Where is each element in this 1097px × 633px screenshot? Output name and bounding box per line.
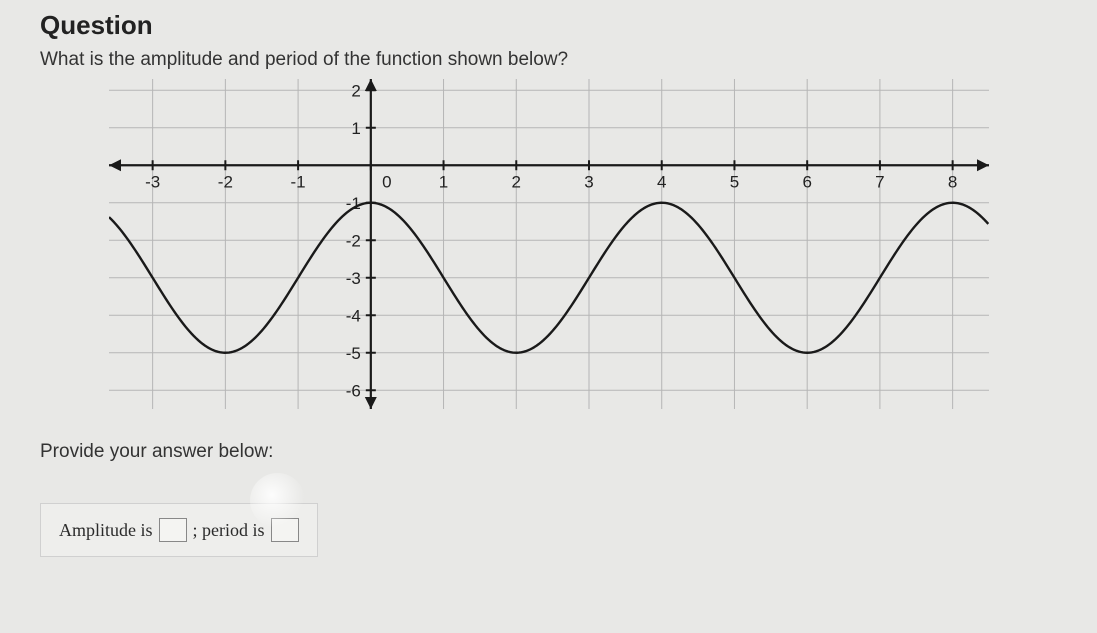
svg-text:2: 2 <box>511 172 520 191</box>
svg-text:0: 0 <box>382 172 391 191</box>
svg-text:-1: -1 <box>290 172 305 191</box>
question-title: Question <box>40 10 1057 41</box>
svg-text:-2: -2 <box>345 231 360 250</box>
svg-text:-5: -5 <box>345 344 360 363</box>
question-prompt: What is the amplitude and period of the … <box>40 49 1057 71</box>
svg-text:1: 1 <box>351 119 360 138</box>
page: Question What is the amplitude and perio… <box>0 0 1097 557</box>
svg-text:-6: -6 <box>345 381 360 400</box>
svg-text:-3: -3 <box>345 269 360 288</box>
amplitude-input[interactable] <box>159 518 187 542</box>
answer-prompt: Provide your answer below: <box>40 441 1057 463</box>
svg-text:-1: -1 <box>345 194 360 213</box>
label-period: ; period is <box>193 520 265 541</box>
svg-text:-2: -2 <box>217 172 232 191</box>
svg-text:2: 2 <box>351 81 360 100</box>
graph-container: -3 -2 -1 0 1 2 3 4 5 6 7 8 2 1 -1 -2 -3 -4 -5 -6 <box>40 79 1057 409</box>
svg-text:7: 7 <box>875 172 884 191</box>
svg-text:-4: -4 <box>345 306 360 325</box>
svg-text:6: 6 <box>802 172 811 191</box>
function-graph: -3 -2 -1 0 1 2 3 4 5 6 7 8 2 1 -1 -2 -3 -4 -5 -6 <box>109 79 989 409</box>
svg-text:8: 8 <box>947 172 956 191</box>
svg-text:1: 1 <box>438 172 447 191</box>
svg-text:5: 5 <box>729 172 738 191</box>
label-amplitude: Amplitude is <box>59 520 153 541</box>
svg-text:3: 3 <box>584 172 593 191</box>
answer-box: Amplitude is ; period is <box>40 503 318 557</box>
period-input[interactable] <box>271 518 299 542</box>
svg-text:4: 4 <box>656 172 665 191</box>
svg-text:-3: -3 <box>145 172 160 191</box>
